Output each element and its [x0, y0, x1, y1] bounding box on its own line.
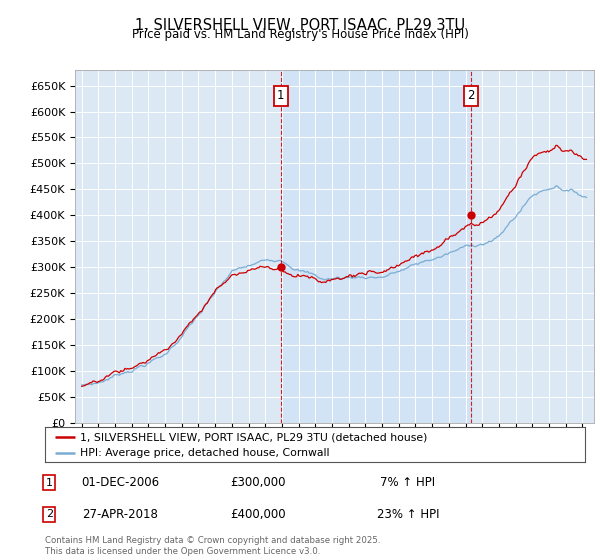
Text: 2: 2: [46, 509, 53, 519]
Text: Price paid vs. HM Land Registry's House Price Index (HPI): Price paid vs. HM Land Registry's House …: [131, 28, 469, 41]
Text: HPI: Average price, detached house, Cornwall: HPI: Average price, detached house, Corn…: [80, 449, 329, 458]
Text: Contains HM Land Registry data © Crown copyright and database right 2025.
This d: Contains HM Land Registry data © Crown c…: [45, 536, 380, 556]
Text: 2: 2: [467, 90, 475, 102]
Text: 7% ↑ HPI: 7% ↑ HPI: [380, 476, 436, 489]
Text: £400,000: £400,000: [230, 507, 286, 521]
Bar: [281, 70, 471, 423]
Text: 27-APR-2018: 27-APR-2018: [82, 507, 158, 521]
Text: 23% ↑ HPI: 23% ↑ HPI: [377, 507, 439, 521]
Text: £300,000: £300,000: [230, 476, 286, 489]
Text: 01-DEC-2006: 01-DEC-2006: [81, 476, 159, 489]
Text: 1: 1: [46, 478, 53, 488]
Text: 1, SILVERSHELL VIEW, PORT ISAAC, PL29 3TU (detached house): 1, SILVERSHELL VIEW, PORT ISAAC, PL29 3T…: [80, 432, 427, 442]
Text: 1, SILVERSHELL VIEW, PORT ISAAC, PL29 3TU: 1, SILVERSHELL VIEW, PORT ISAAC, PL29 3T…: [135, 18, 465, 33]
Text: 1: 1: [277, 90, 284, 102]
